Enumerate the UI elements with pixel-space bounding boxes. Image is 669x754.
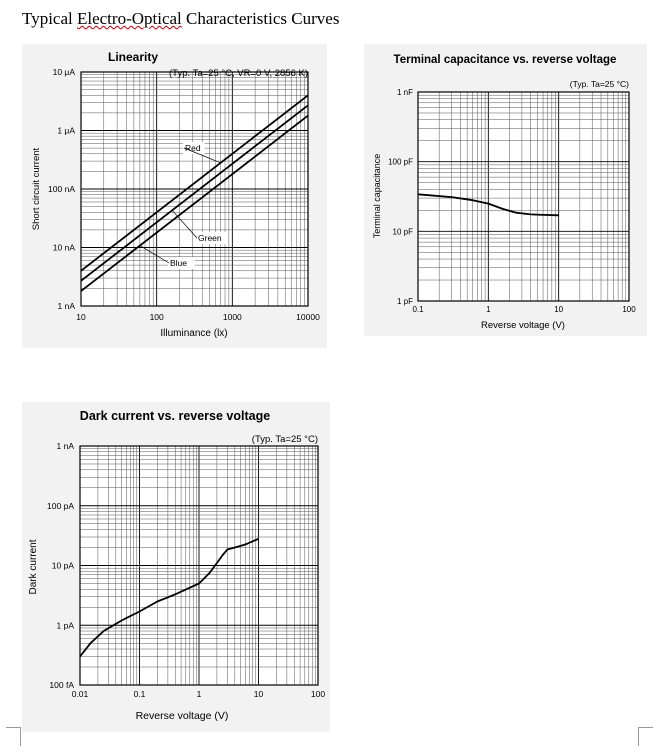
x-tick-label: 100: [622, 305, 636, 314]
annotation-leader: [139, 245, 170, 264]
x-tick-label: 10: [254, 689, 264, 699]
annotation-label-blue: Blue: [170, 258, 187, 268]
title-part-2: Electro-Optical: [76, 9, 182, 28]
y-tick-label: 100 pF: [388, 158, 413, 167]
y-tick-label: 10 pA: [52, 561, 75, 571]
y-tick-label: 100 nA: [48, 184, 75, 194]
document-title: Typical Electro-Optical Characteristics …: [22, 9, 339, 29]
annotation-label-bg: [196, 232, 228, 244]
annotation-label-bg: [168, 257, 195, 269]
page-corner-mark-left: [6, 727, 21, 746]
capacitance-chart: 0.1 1 10 100 1 pF 10 pF 100 pF 1 nF Terminal cap…: [372, 54, 636, 331]
x-tick-label: 10000: [296, 312, 320, 322]
y-axis-label: Short circuit current: [31, 147, 42, 230]
plot-frame: [80, 71, 309, 307]
x-tick-label: 0.1: [134, 689, 146, 699]
y-axis-label: Dark current: [28, 539, 39, 594]
y-tick-label: 1 nA: [57, 441, 75, 451]
series-line: [417, 193, 559, 217]
series-line-red: [80, 94, 309, 272]
chart-subtitle: (Typ. Ta=25 °C, VR=0 V, 2856 K): [169, 68, 308, 79]
y-axis-label: Terminal capacitance: [372, 154, 382, 239]
title-part-3: Characteristics Curves: [181, 9, 340, 28]
linearity-chart: 10 100 1000 10000 1 nA 10 nA 100 nA 1 μA 10 μA Li…: [31, 50, 320, 339]
capacitance-chart-panel: 0.1 1 10 100 1 pF 10 pF 100 pF 1 nF Terminal cap…: [364, 44, 647, 336]
plot-frame: [79, 445, 319, 686]
plot-frame: [417, 91, 630, 302]
title-part-1: Typical: [22, 9, 77, 28]
chart-subtitle: (Typ. Ta=25 °C): [570, 79, 629, 89]
y-tick-label: 1 nA: [58, 301, 76, 311]
dark-current-chart: 0.01 0.1 1 10 100 100 fA 1 pA 10 pA 100 pA 1 nA Da…: [28, 409, 325, 722]
x-tick-label: 1: [197, 689, 202, 699]
linearity-chart-panel: 10 100 1000 10000 1 nA 10 nA 100 nA 1 μA 10 μA Li…: [22, 44, 327, 348]
annotation-leader: [183, 147, 221, 164]
series-line: [79, 537, 259, 658]
x-tick-label: 0.01: [72, 689, 89, 699]
chart-title: Linearity: [108, 50, 158, 64]
y-tick-label: 10 pF: [393, 227, 414, 236]
chart-title: Dark current vs. reverse voltage: [80, 409, 270, 423]
y-tick-label: 10 nA: [53, 243, 76, 253]
y-tick-label: 1 nF: [397, 88, 413, 97]
y-tick-label: 100 fA: [49, 680, 74, 690]
annotation-leader: [171, 210, 198, 239]
y-tick-label: 1 pF: [397, 297, 413, 306]
series-line-green: [80, 104, 309, 282]
chart-subtitle: (Typ. Ta=25 °C): [252, 434, 318, 445]
x-axis-label: Reverse voltage (V): [136, 710, 229, 722]
dark-current-chart-panel: 0.01 0.1 1 10 100 100 fA 1 pA 10 pA 100 pA 1 nA Da…: [22, 402, 330, 732]
x-tick-label: 10: [554, 305, 563, 314]
x-tick-label: 1: [486, 305, 491, 314]
x-tick-label: 100: [311, 689, 325, 699]
chart-title: Terminal capacitance vs. reverse voltage: [394, 54, 617, 66]
x-axis-label: Illuminance (lx): [160, 328, 227, 339]
annotation-label-green: Green: [198, 233, 222, 243]
annotation-label-red: Red: [185, 143, 201, 153]
annotation-label-bg: [183, 142, 205, 154]
x-axis-label: Reverse voltage (V): [481, 320, 565, 331]
y-tick-label: 100 pA: [47, 501, 74, 511]
page-corner-mark-right: [638, 727, 653, 746]
x-tick-label: 1000: [223, 312, 242, 322]
y-tick-label: 1 μA: [57, 126, 75, 136]
x-tick-label: 100: [150, 312, 164, 322]
x-tick-label: 10: [76, 312, 86, 322]
x-tick-label: 0.1: [412, 305, 424, 314]
y-tick-label: 1 pA: [57, 620, 75, 630]
series-line-blue: [80, 114, 309, 292]
y-tick-label: 10 μA: [53, 67, 76, 77]
